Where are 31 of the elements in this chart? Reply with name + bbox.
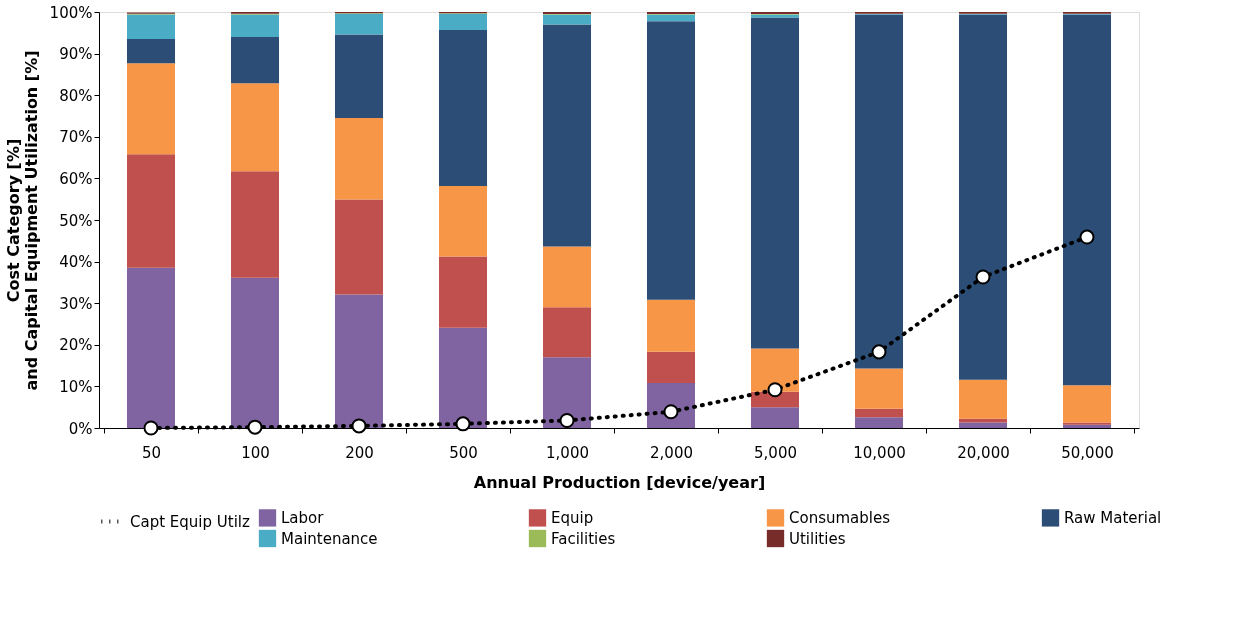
legend-label: Equip (551, 508, 594, 527)
x-tick-label: 50 (141, 443, 162, 462)
y-tick-label: 90% (59, 45, 93, 64)
legend-label: Facilities (551, 529, 616, 548)
y-tick-label: 100% (49, 3, 93, 22)
x-tick-label: 10,000 (853, 443, 906, 462)
y-tick-label: 50% (59, 211, 93, 230)
x-axis-title: Annual Production [device/year] (473, 472, 766, 492)
legend-label: Capt Equip Utilz (130, 512, 250, 531)
y-tick-label: 30% (59, 294, 93, 313)
y-tick-label: 80% (59, 86, 93, 105)
x-tick-label: 200 (345, 443, 374, 462)
x-tick-label: 100 (241, 443, 270, 462)
x-tick-label: 5,000 (754, 443, 797, 462)
y-tick-label: 20% (59, 336, 93, 355)
legend-label: Utilities (789, 529, 846, 548)
legend-label: Consumables (789, 508, 891, 527)
y-tick-label: 0% (68, 419, 93, 438)
y-tick-label: 60% (59, 169, 93, 188)
y-tick-label: 70% (59, 128, 93, 147)
legend-label: Raw Material (1064, 508, 1162, 527)
y-axis-title: Cost Category [%] and Capital Equipment Utilization [%] (3, 50, 41, 391)
x-tick-label: 20,000 (957, 443, 1010, 462)
x-tick-label: 2,000 (650, 443, 693, 462)
x-tick-label: 500 (449, 443, 478, 462)
y-tick-label: 40% (59, 253, 93, 272)
legend-label: Maintenance (281, 529, 378, 548)
legend-label: Labor (281, 508, 325, 527)
x-tick-label: 50,000 (1061, 443, 1114, 462)
y-tick-label: 10% (59, 377, 93, 396)
x-tick-label: 1,000 (546, 443, 589, 462)
